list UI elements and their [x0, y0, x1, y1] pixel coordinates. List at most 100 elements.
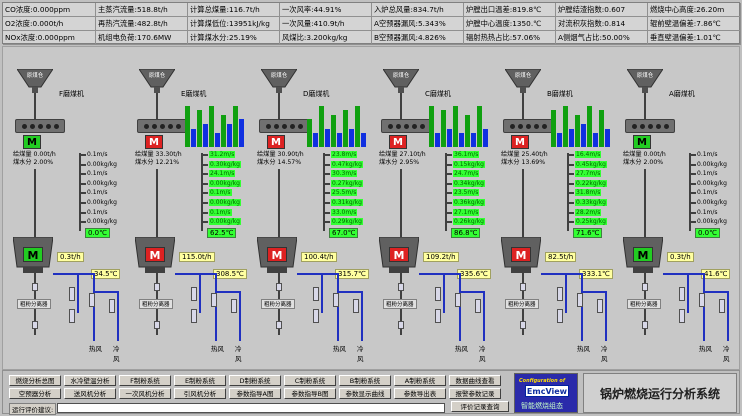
flow-tap [689, 221, 696, 224]
nav-button[interactable]: 水冷壁温分析 [64, 375, 116, 386]
mid-air-riser [443, 273, 445, 313]
coal-feeder[interactable] [15, 119, 65, 133]
separator-label: 粗粉分离器 [139, 299, 173, 309]
air-riser [337, 273, 339, 341]
air-damper[interactable] [211, 293, 217, 307]
flow-row: 0.1m/s [689, 189, 733, 199]
air-damper[interactable] [191, 287, 197, 301]
air-damper[interactable] [679, 287, 685, 301]
nav-button[interactable]: 报警参数记录 [449, 388, 501, 399]
nav-button[interactable]: 一次风机分析 [119, 388, 171, 399]
pipe-valve[interactable] [154, 321, 160, 329]
pipe-valve[interactable] [520, 283, 526, 291]
nav-button[interactable]: D制粉系统 [229, 375, 281, 386]
metric-label: 燃烧中心高度: [650, 5, 697, 14]
feeder-motor[interactable]: M [633, 135, 651, 149]
pipe-valve[interactable] [276, 321, 282, 329]
nav-button[interactable]: 参数指导B图 [284, 388, 336, 399]
eval-query-button[interactable]: 评价记录查询 [451, 401, 509, 412]
burner-bar [233, 105, 238, 147]
coal-feeder[interactable] [381, 119, 431, 133]
air-damper[interactable] [557, 287, 563, 301]
feeder-roller [30, 124, 35, 129]
nav-button[interactable]: C制粉系统 [284, 375, 336, 386]
flow-tap [323, 154, 330, 156]
nav-button[interactable]: 参数导出表 [394, 388, 446, 399]
nav-button[interactable]: 燃烧分析总图 [9, 375, 61, 386]
feeder-motor[interactable]: M [23, 135, 41, 149]
feeder-motor[interactable]: M [145, 135, 163, 149]
air-damper[interactable] [109, 299, 115, 313]
nav-button[interactable]: 空预器分析 [9, 388, 61, 399]
coal-feeder[interactable] [137, 119, 187, 133]
flow-tap [79, 211, 86, 214]
air-damper[interactable] [679, 309, 685, 323]
pipe-valve[interactable] [398, 321, 404, 329]
burner-bar [203, 124, 208, 147]
flow-value: 25.5m/s [331, 189, 358, 197]
feeder-info: 给煤量 33.30t/h 煤水分 12.21% [135, 151, 182, 166]
coal-bunker-icon [505, 69, 541, 93]
air-damper[interactable] [313, 287, 319, 301]
pipe-valve[interactable] [276, 283, 282, 291]
air-damper[interactable] [455, 293, 461, 307]
nav-button[interactable]: 送风机分析 [64, 388, 116, 399]
air-damper[interactable] [597, 299, 603, 313]
coal-feeder[interactable] [259, 119, 309, 133]
air-damper[interactable] [231, 299, 237, 313]
pipe-valve[interactable] [32, 321, 38, 329]
feeder-roller [152, 124, 157, 129]
pipe-valve[interactable] [32, 283, 38, 291]
logo-config-text: Configuration of [519, 378, 566, 384]
air-damper[interactable] [435, 309, 441, 323]
burner-bar [551, 110, 556, 147]
air-damper[interactable] [719, 299, 725, 313]
pipe-valve[interactable] [642, 321, 648, 329]
nav-button[interactable]: E制粉系统 [174, 375, 226, 386]
air-damper[interactable] [89, 293, 95, 307]
pipe-valve[interactable] [154, 283, 160, 291]
mill-motor[interactable]: M [389, 247, 409, 262]
nav-button[interactable]: 数据曲线查看 [449, 375, 501, 386]
burner-bar [215, 133, 220, 147]
feeder-motor[interactable]: M [389, 135, 407, 149]
flow-row: 0.00kg/kg [79, 161, 123, 171]
flow-value: 31.8m/s [575, 189, 602, 197]
feeder-roller [54, 124, 59, 129]
mill-motor[interactable]: M [145, 247, 165, 262]
nav-button[interactable]: F制粉系统 [119, 375, 171, 386]
nav-button[interactable]: B制粉系统 [339, 375, 391, 386]
metric-value: 834.7t/h [412, 5, 444, 14]
flow-value: 23.8m/s [331, 151, 358, 158]
air-damper[interactable] [333, 293, 339, 307]
feeder-motor[interactable]: M [267, 135, 285, 149]
pipe-valve[interactable] [520, 321, 526, 329]
feeder-motor[interactable]: M [511, 135, 529, 149]
air-damper[interactable] [699, 293, 705, 307]
metric-value: 1350.℃ [512, 19, 542, 28]
nav-button[interactable]: 引风机分析 [174, 388, 226, 399]
coal-feeder[interactable] [625, 119, 675, 133]
coal-feeder[interactable] [503, 119, 553, 133]
air-damper[interactable] [191, 309, 197, 323]
mill-motor[interactable]: M [511, 247, 531, 262]
pipe-valve[interactable] [642, 283, 648, 291]
air-damper[interactable] [69, 309, 75, 323]
mill-motor[interactable]: M [23, 247, 43, 262]
air-damper[interactable] [475, 299, 481, 313]
air-damper[interactable] [435, 287, 441, 301]
air-damper[interactable] [69, 287, 75, 301]
mill-motor[interactable]: M [633, 247, 653, 262]
flow-value: 0.00kg/kg [87, 160, 117, 168]
mill-motor[interactable]: M [267, 247, 287, 262]
feeder-roller [298, 124, 303, 129]
air-damper[interactable] [577, 293, 583, 307]
eval-input[interactable] [57, 403, 445, 413]
air-damper[interactable] [557, 309, 563, 323]
air-damper[interactable] [313, 309, 319, 323]
air-damper[interactable] [353, 299, 359, 313]
nav-button[interactable]: 参数显示曲线 [339, 388, 391, 399]
pipe-valve[interactable] [398, 283, 404, 291]
nav-button[interactable]: A制粉系统 [394, 375, 446, 386]
nav-button[interactable]: 参数指导A图 [229, 388, 281, 399]
